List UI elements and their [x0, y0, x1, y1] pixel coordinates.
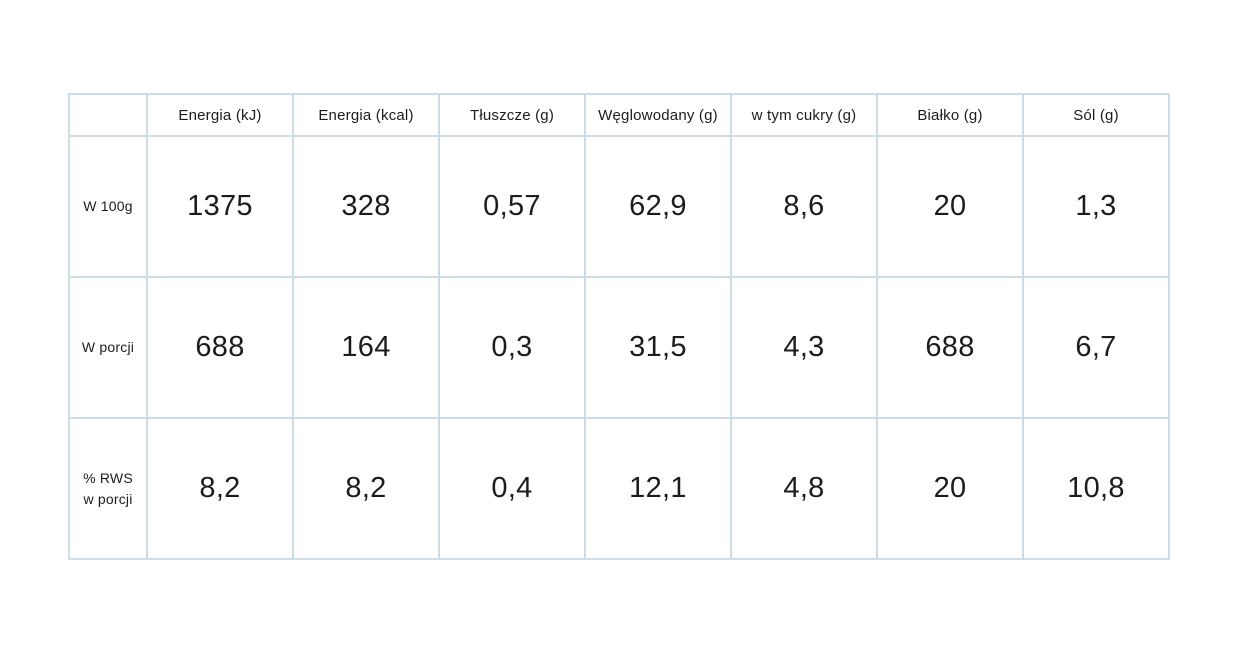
cell-w100g-energia-kcal: 328 — [292, 135, 440, 278]
row-label-w-100g: W 100g — [68, 135, 148, 278]
cell-w100g-sol: 1,3 — [1022, 135, 1170, 278]
cell-rws-cukry: 4,8 — [730, 417, 878, 560]
header-row: Energia (kJ) Energia (kcal) Tłuszcze (g)… — [68, 93, 1170, 137]
cell-porcja-sol: 6,7 — [1022, 276, 1170, 419]
table-row-rws-w-porcji: % RWS w porcji 8,2 8,2 0,4 12,1 4,8 20 1… — [68, 417, 1170, 560]
cell-porcja-tluszcze: 0,3 — [438, 276, 586, 419]
cell-porcja-cukry: 4,3 — [730, 276, 878, 419]
cell-w100g-weglowodany: 62,9 — [584, 135, 732, 278]
col-header-cukry: w tym cukry (g) — [730, 93, 878, 137]
cell-porcja-energia-kcal: 164 — [292, 276, 440, 419]
cell-rws-bialko: 20 — [876, 417, 1024, 560]
col-header-tluszcze: Tłuszcze (g) — [438, 93, 586, 137]
cell-w100g-cukry: 8,6 — [730, 135, 878, 278]
cell-porcja-bialko: 688 — [876, 276, 1024, 419]
cell-rws-energia-kj: 8,2 — [146, 417, 294, 560]
col-header-energia-kcal: Energia (kcal) — [292, 93, 440, 137]
col-header-bialko: Białko (g) — [876, 93, 1024, 137]
row-label-rws-w-porcji: % RWS w porcji — [68, 417, 148, 560]
col-header-sol: Sól (g) — [1022, 93, 1170, 137]
table-row-w-100g: W 100g 1375 328 0,57 62,9 8,6 20 1,3 — [68, 135, 1170, 278]
corner-cell — [68, 93, 148, 137]
cell-rws-energia-kcal: 8,2 — [292, 417, 440, 560]
cell-w100g-energia-kj: 1375 — [146, 135, 294, 278]
cell-w100g-tluszcze: 0,57 — [438, 135, 586, 278]
cell-porcja-weglowodany: 31,5 — [584, 276, 732, 419]
nutrition-table-container: Energia (kJ) Energia (kcal) Tłuszcze (g)… — [68, 93, 1170, 560]
cell-rws-tluszcze: 0,4 — [438, 417, 586, 560]
col-header-energia-kj: Energia (kJ) — [146, 93, 294, 137]
cell-porcja-energia-kj: 688 — [146, 276, 294, 419]
cell-w100g-bialko: 20 — [876, 135, 1024, 278]
nutrition-table: Energia (kJ) Energia (kcal) Tłuszcze (g)… — [68, 93, 1170, 560]
cell-rws-weglowodany: 12,1 — [584, 417, 732, 560]
row-label-w-porcji: W porcji — [68, 276, 148, 419]
col-header-weglowodany: Węglowodany (g) — [584, 93, 732, 137]
cell-rws-sol: 10,8 — [1022, 417, 1170, 560]
table-row-w-porcji: W porcji 688 164 0,3 31,5 4,3 688 6,7 — [68, 276, 1170, 419]
